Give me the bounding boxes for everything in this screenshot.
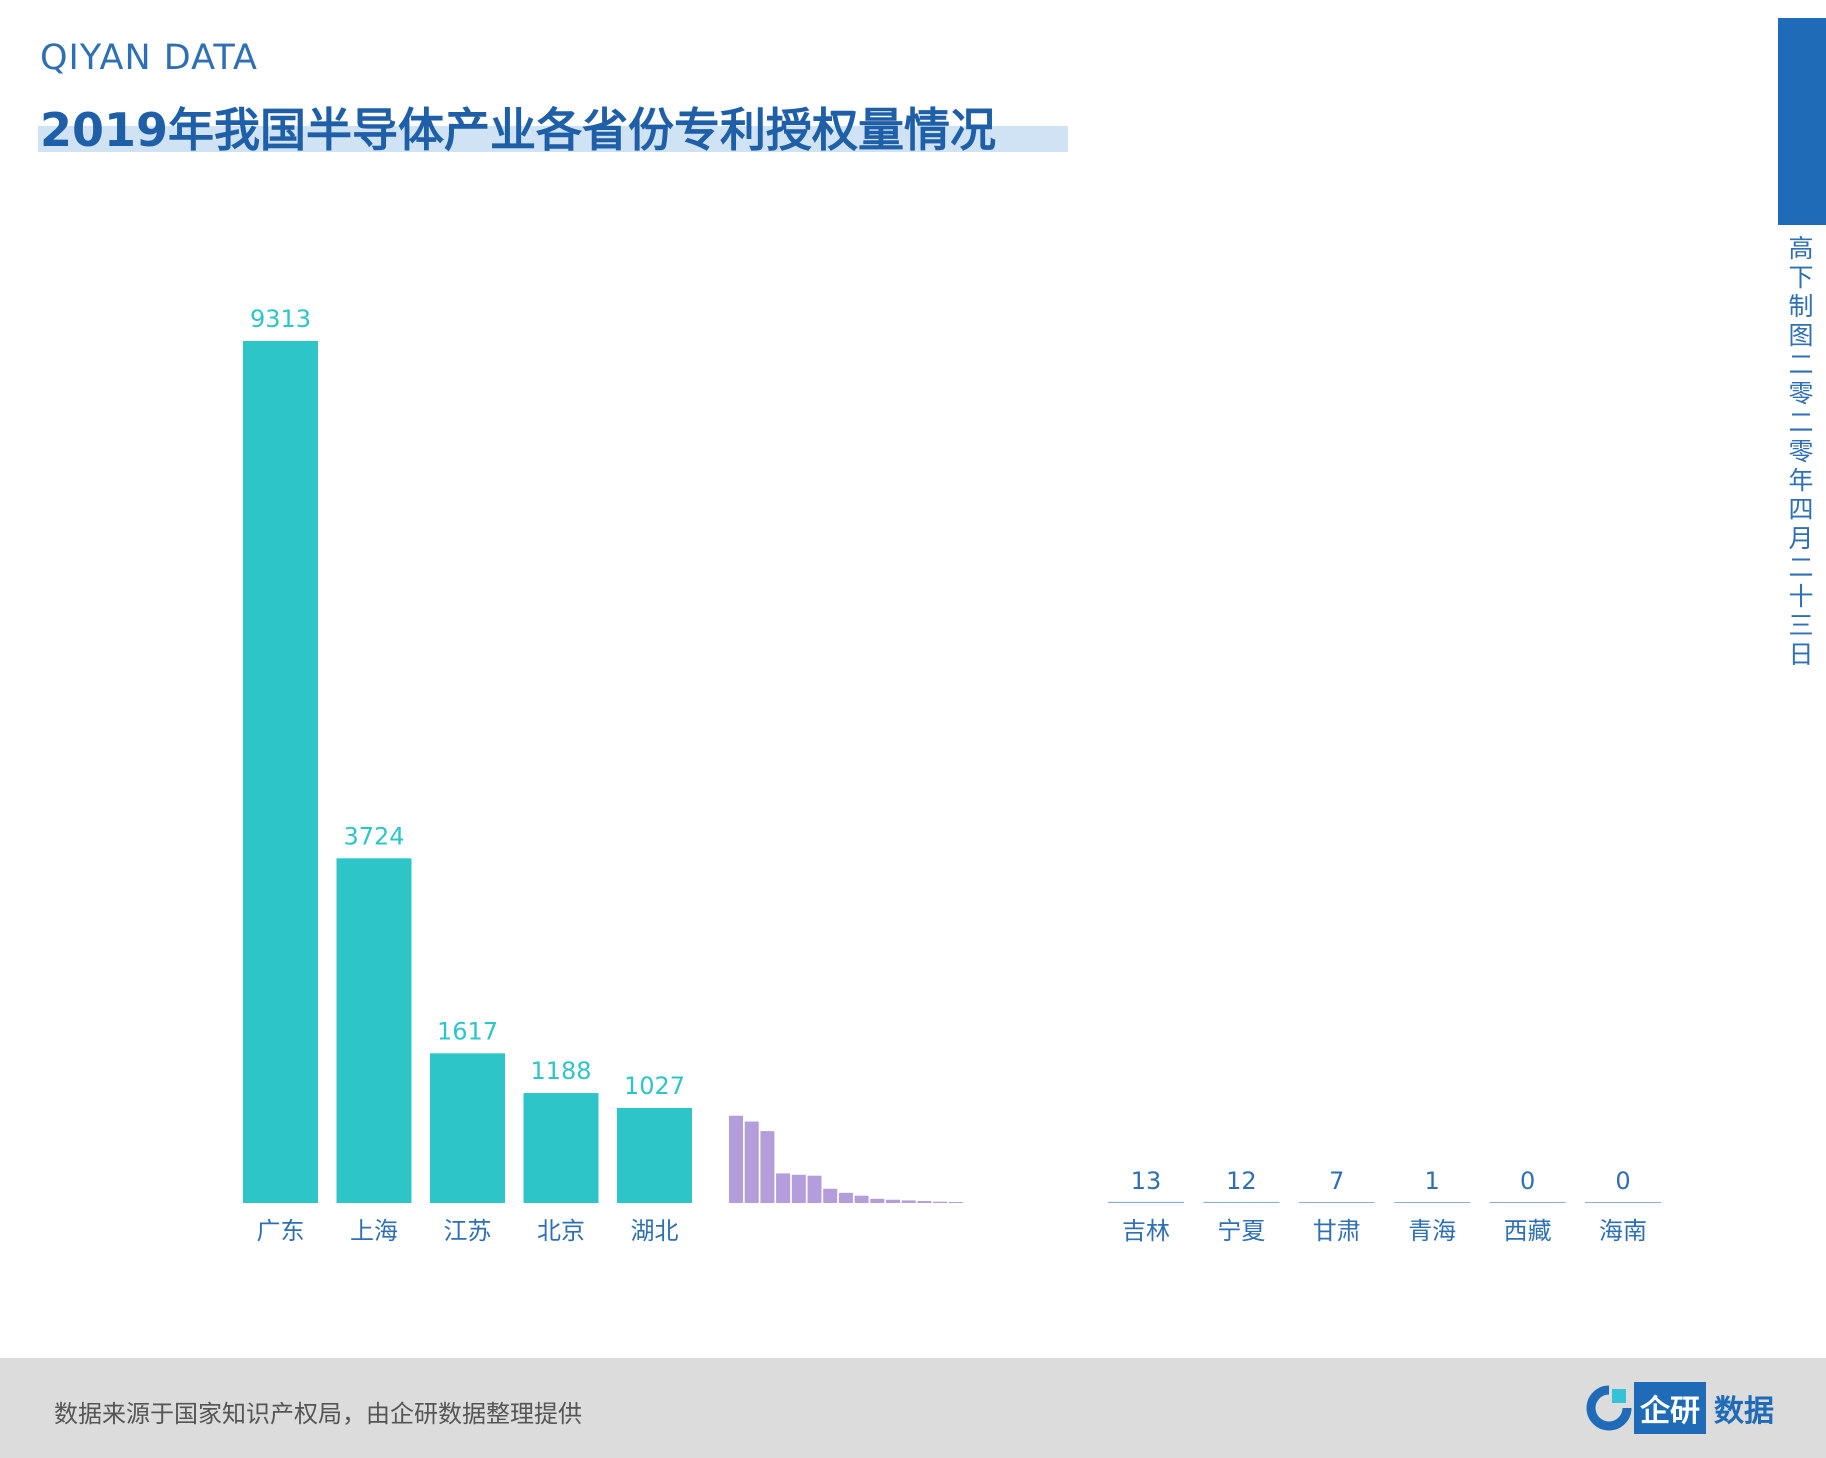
bar-middle-4 xyxy=(791,1174,806,1203)
data-label-bottom-4: 0 xyxy=(1520,1167,1535,1195)
bar-middle-5 xyxy=(807,1175,822,1203)
chart-title: 2019年我国半导体产业各省份专利授权量情况 xyxy=(40,103,997,157)
data-label-bottom-2: 7 xyxy=(1329,1167,1344,1195)
data-label-top-1: 3724 xyxy=(343,822,404,850)
bar-middle-7 xyxy=(838,1192,853,1203)
bar-middle-6 xyxy=(823,1188,838,1203)
bar-bottom-0 xyxy=(1108,1201,1184,1203)
logo-box-text: 企研 xyxy=(1634,1382,1706,1434)
bar-middle-0 xyxy=(729,1115,743,1203)
data-label-top-2: 1617 xyxy=(437,1017,498,1045)
bar-bottom-5 xyxy=(1585,1202,1661,1203)
bar-bottom-2 xyxy=(1298,1202,1375,1203)
bar-top-2 xyxy=(430,1053,505,1203)
data-label-top-0: 9313 xyxy=(250,305,311,333)
title-highlight xyxy=(38,126,1068,152)
bar-bottom-1 xyxy=(1203,1201,1280,1203)
category-label-bottom-2: 甘肃 xyxy=(1313,1217,1361,1245)
side-tab xyxy=(1778,18,1826,225)
footer-bar: 数据来源于国家知识产权局，由企研数据整理提供 企研 数据 xyxy=(0,1358,1826,1458)
bar-top-0 xyxy=(243,341,318,1203)
bar-top-3 xyxy=(523,1093,599,1203)
category-label-bottom-5: 海南 xyxy=(1599,1217,1647,1245)
bar-chart: 9313 广东 3724 上海 1617 江苏 1188 北京 1027 湖北 13 吉林 12 宁夏 7 甘… xyxy=(243,305,1661,1245)
category-label-top-4: 湖北 xyxy=(631,1217,679,1245)
brand-logo: 企研 数据 xyxy=(1586,1378,1774,1438)
data-label-top-4: 1027 xyxy=(624,1072,685,1100)
logo-mark-icon xyxy=(1586,1385,1632,1431)
bar-middle-14 xyxy=(948,1202,963,1203)
bar-top-4 xyxy=(617,1107,692,1203)
bar-middle-13 xyxy=(933,1201,948,1203)
category-label-top-0: 广东 xyxy=(257,1217,305,1245)
bar-middle-2 xyxy=(760,1131,775,1203)
data-label-bottom-5: 0 xyxy=(1615,1167,1630,1195)
category-label-bottom-0: 吉林 xyxy=(1122,1217,1170,1245)
bar-middle-12 xyxy=(917,1201,932,1203)
bar-middle-3 xyxy=(776,1173,791,1203)
category-label-bottom-1: 宁夏 xyxy=(1217,1217,1265,1245)
data-label-top-3: 1188 xyxy=(530,1057,591,1085)
data-label-bottom-1: 12 xyxy=(1226,1167,1257,1195)
data-label-bottom-0: 13 xyxy=(1131,1167,1162,1195)
brand-label: QIYAN DATA xyxy=(40,38,258,78)
bar-middle-1 xyxy=(744,1121,759,1203)
source-note: 数据来源于国家知识产权局，由企研数据整理提供 xyxy=(54,1400,582,1428)
category-label-bottom-4: 西藏 xyxy=(1504,1217,1552,1245)
category-label-bottom-3: 青海 xyxy=(1408,1217,1456,1245)
bar-middle-9 xyxy=(870,1198,885,1203)
category-label-top-2: 江苏 xyxy=(444,1217,492,1245)
bar-top-1 xyxy=(336,858,412,1203)
logo-text: 数据 xyxy=(1714,1394,1774,1429)
bar-middle-8 xyxy=(854,1195,869,1203)
bar-middle-10 xyxy=(886,1199,900,1203)
vertical-date-text: 高下制图 二零二零年四月二十三日 xyxy=(1788,234,1814,669)
category-label-top-3: 北京 xyxy=(537,1217,585,1245)
bar-bottom-4 xyxy=(1489,1202,1566,1203)
bar-middle-11 xyxy=(901,1200,916,1203)
data-label-bottom-3: 1 xyxy=(1425,1167,1440,1195)
category-label-top-1: 上海 xyxy=(350,1217,398,1245)
bar-bottom-3 xyxy=(1394,1202,1471,1203)
